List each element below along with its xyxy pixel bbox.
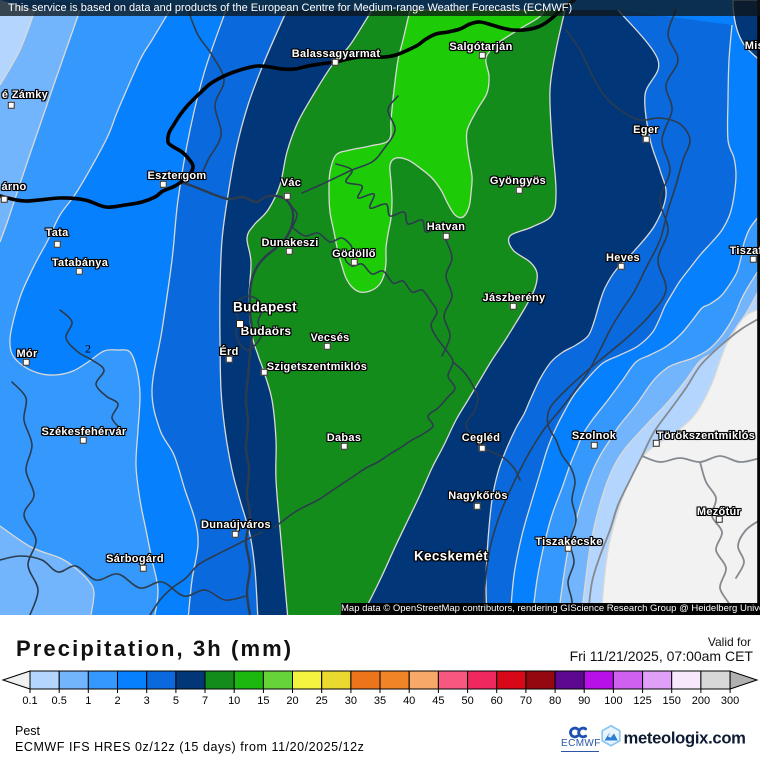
svg-text:meteologix.com: meteologix.com [624, 729, 746, 748]
